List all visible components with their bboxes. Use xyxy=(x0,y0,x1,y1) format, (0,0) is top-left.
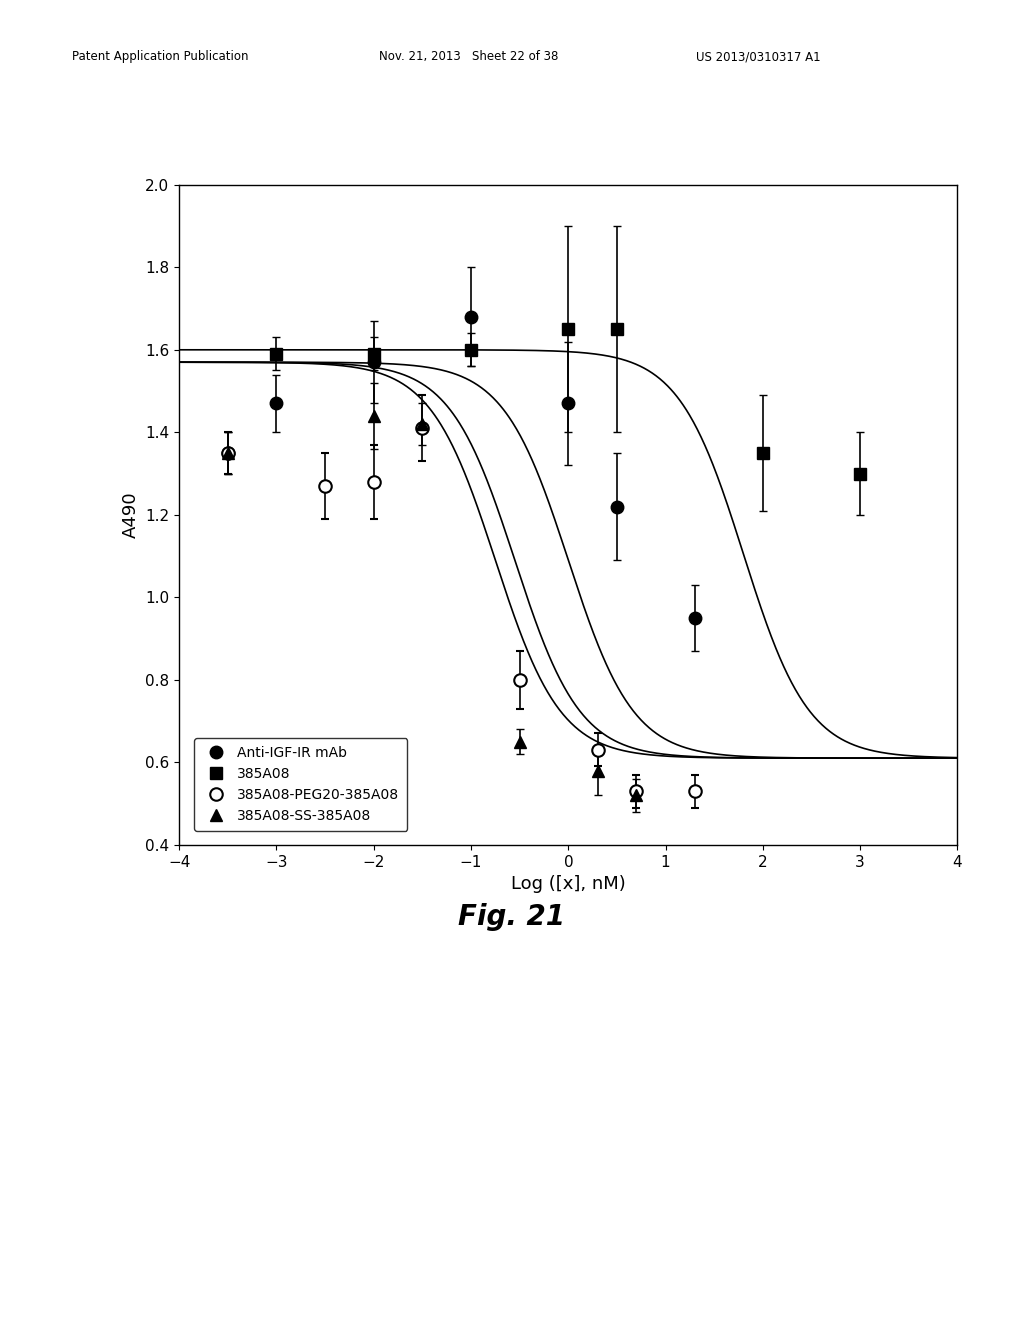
Text: US 2013/0310317 A1: US 2013/0310317 A1 xyxy=(696,50,821,63)
Y-axis label: A490: A490 xyxy=(122,491,139,539)
X-axis label: Log ([x], nM): Log ([x], nM) xyxy=(511,875,626,894)
Text: Nov. 21, 2013   Sheet 22 of 38: Nov. 21, 2013 Sheet 22 of 38 xyxy=(379,50,558,63)
Legend: Anti-IGF-IR mAb, 385A08, 385A08-PEG20-385A08, 385A08-SS-385A08: Anti-IGF-IR mAb, 385A08, 385A08-PEG20-38… xyxy=(194,738,408,832)
Text: Fig. 21: Fig. 21 xyxy=(459,903,565,932)
Text: Patent Application Publication: Patent Application Publication xyxy=(72,50,248,63)
